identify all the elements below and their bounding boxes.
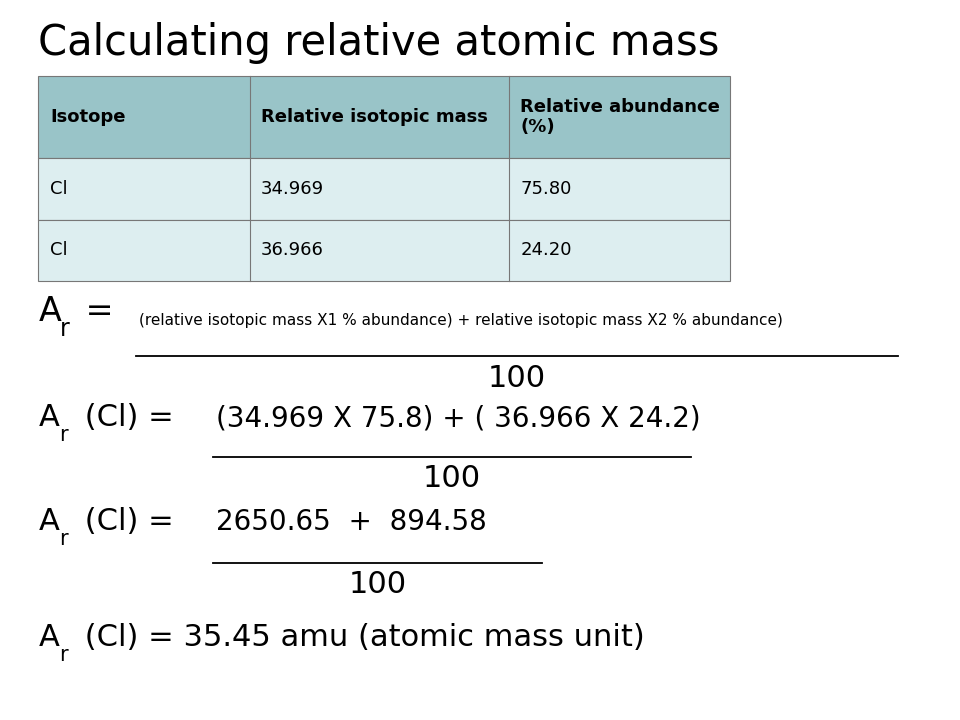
Text: 75.80: 75.80 [520, 180, 572, 198]
Text: 100: 100 [348, 570, 407, 599]
Text: Relative isotopic mass: Relative isotopic mass [261, 108, 488, 126]
Text: (34.969 X 75.8) + ( 36.966 X 24.2): (34.969 X 75.8) + ( 36.966 X 24.2) [216, 404, 701, 432]
Text: Isotope: Isotope [50, 108, 126, 126]
Text: 36.966: 36.966 [261, 241, 324, 259]
Text: (Cl) = 35.45 amu (atomic mass unit): (Cl) = 35.45 amu (atomic mass unit) [75, 623, 644, 652]
Text: Relative abundance
(%): Relative abundance (%) [520, 98, 720, 136]
Text: r: r [60, 529, 68, 549]
Text: r: r [60, 317, 69, 341]
Text: 2650.65  +  894.58: 2650.65 + 894.58 [216, 508, 487, 536]
Bar [38, 220, 730, 281]
Text: r: r [60, 425, 68, 445]
Text: Cl: Cl [50, 241, 67, 259]
Text: A: A [38, 508, 60, 536]
Text: 100: 100 [488, 364, 546, 392]
Text: 24.20: 24.20 [520, 241, 572, 259]
Text: A: A [38, 294, 61, 328]
Text: Calculating relative atomic mass: Calculating relative atomic mass [38, 22, 720, 63]
Text: 34.969: 34.969 [261, 180, 324, 198]
Text: 100: 100 [423, 464, 481, 493]
Text: A: A [38, 623, 60, 652]
Text: Cl: Cl [50, 180, 67, 198]
Text: A: A [38, 403, 60, 432]
Text: r: r [60, 644, 68, 665]
Text: (relative isotopic mass X1 % abundance) + relative isotopic mass X2 % abundance): (relative isotopic mass X1 % abundance) … [139, 312, 783, 328]
Bar [38, 76, 730, 158]
Text: (Cl) =: (Cl) = [75, 508, 193, 536]
Text: =: = [75, 294, 124, 328]
Bar [38, 158, 730, 220]
Text: (Cl) =: (Cl) = [75, 403, 183, 432]
